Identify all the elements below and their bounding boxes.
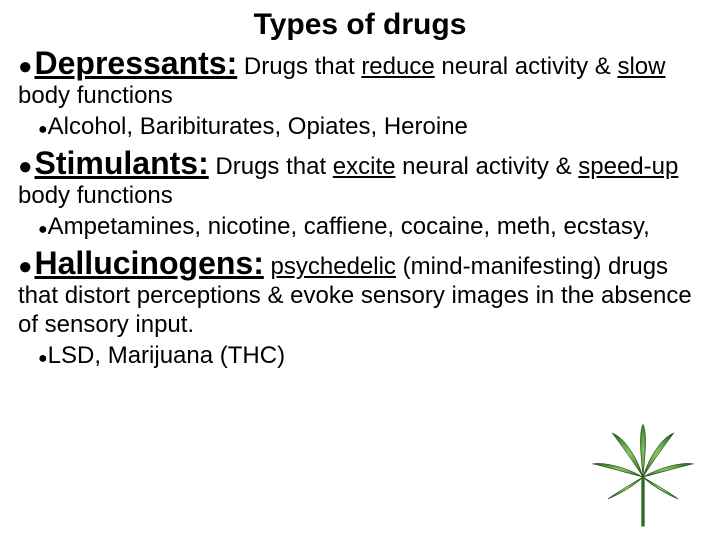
examples-text: LSD, Marijuana (THC) xyxy=(48,342,285,369)
text: neural activity & xyxy=(435,53,618,80)
hallucinogens-block: ●Hallucinogens: psychedelic (mind-manife… xyxy=(18,244,702,340)
depressants-examples: ●Alcohol, Baribiturates, Opiates, Heroin… xyxy=(18,113,702,142)
marijuana-leaf-icon xyxy=(588,422,698,532)
depressants-block: ●Depressants: Drugs that reduce neural a… xyxy=(18,44,702,111)
hallucinogens-examples: ●LSD, Marijuana (THC) xyxy=(18,342,702,371)
text: Drugs that xyxy=(209,153,333,180)
examples-text: Ampetamines, nicotine, caffiene, cocaine… xyxy=(48,213,650,240)
bullet-icon: ● xyxy=(18,153,33,180)
text: body functions xyxy=(18,82,173,109)
text: Drugs that xyxy=(237,53,361,80)
text: neural activity & xyxy=(396,153,579,180)
bullet-icon: ● xyxy=(18,53,33,80)
depressants-heading: Depressants: xyxy=(35,45,238,81)
underlined-text: speed-up xyxy=(578,153,678,180)
hallucinogens-heading: Hallucinogens: xyxy=(35,245,264,281)
text: body functions xyxy=(18,182,173,209)
underlined-text: psychedelic xyxy=(271,253,396,280)
stimulants-examples: ●Ampetamines, nicotine, caffiene, cocain… xyxy=(18,213,702,242)
bullet-icon: ● xyxy=(38,121,48,138)
examples-text: Alcohol, Baribiturates, Opiates, Heroine xyxy=(48,113,468,140)
underlined-text: reduce xyxy=(361,53,434,80)
bullet-icon: ● xyxy=(38,350,48,367)
bullet-icon: ● xyxy=(18,253,33,280)
underlined-text: slow xyxy=(617,53,665,80)
text xyxy=(264,253,271,280)
page-title: Types of drugs xyxy=(18,8,702,42)
stimulants-block: ●Stimulants: Drugs that excite neural ac… xyxy=(18,144,702,211)
stimulants-heading: Stimulants: xyxy=(35,145,209,181)
bullet-icon: ● xyxy=(38,221,48,238)
underlined-text: excite xyxy=(333,153,396,180)
